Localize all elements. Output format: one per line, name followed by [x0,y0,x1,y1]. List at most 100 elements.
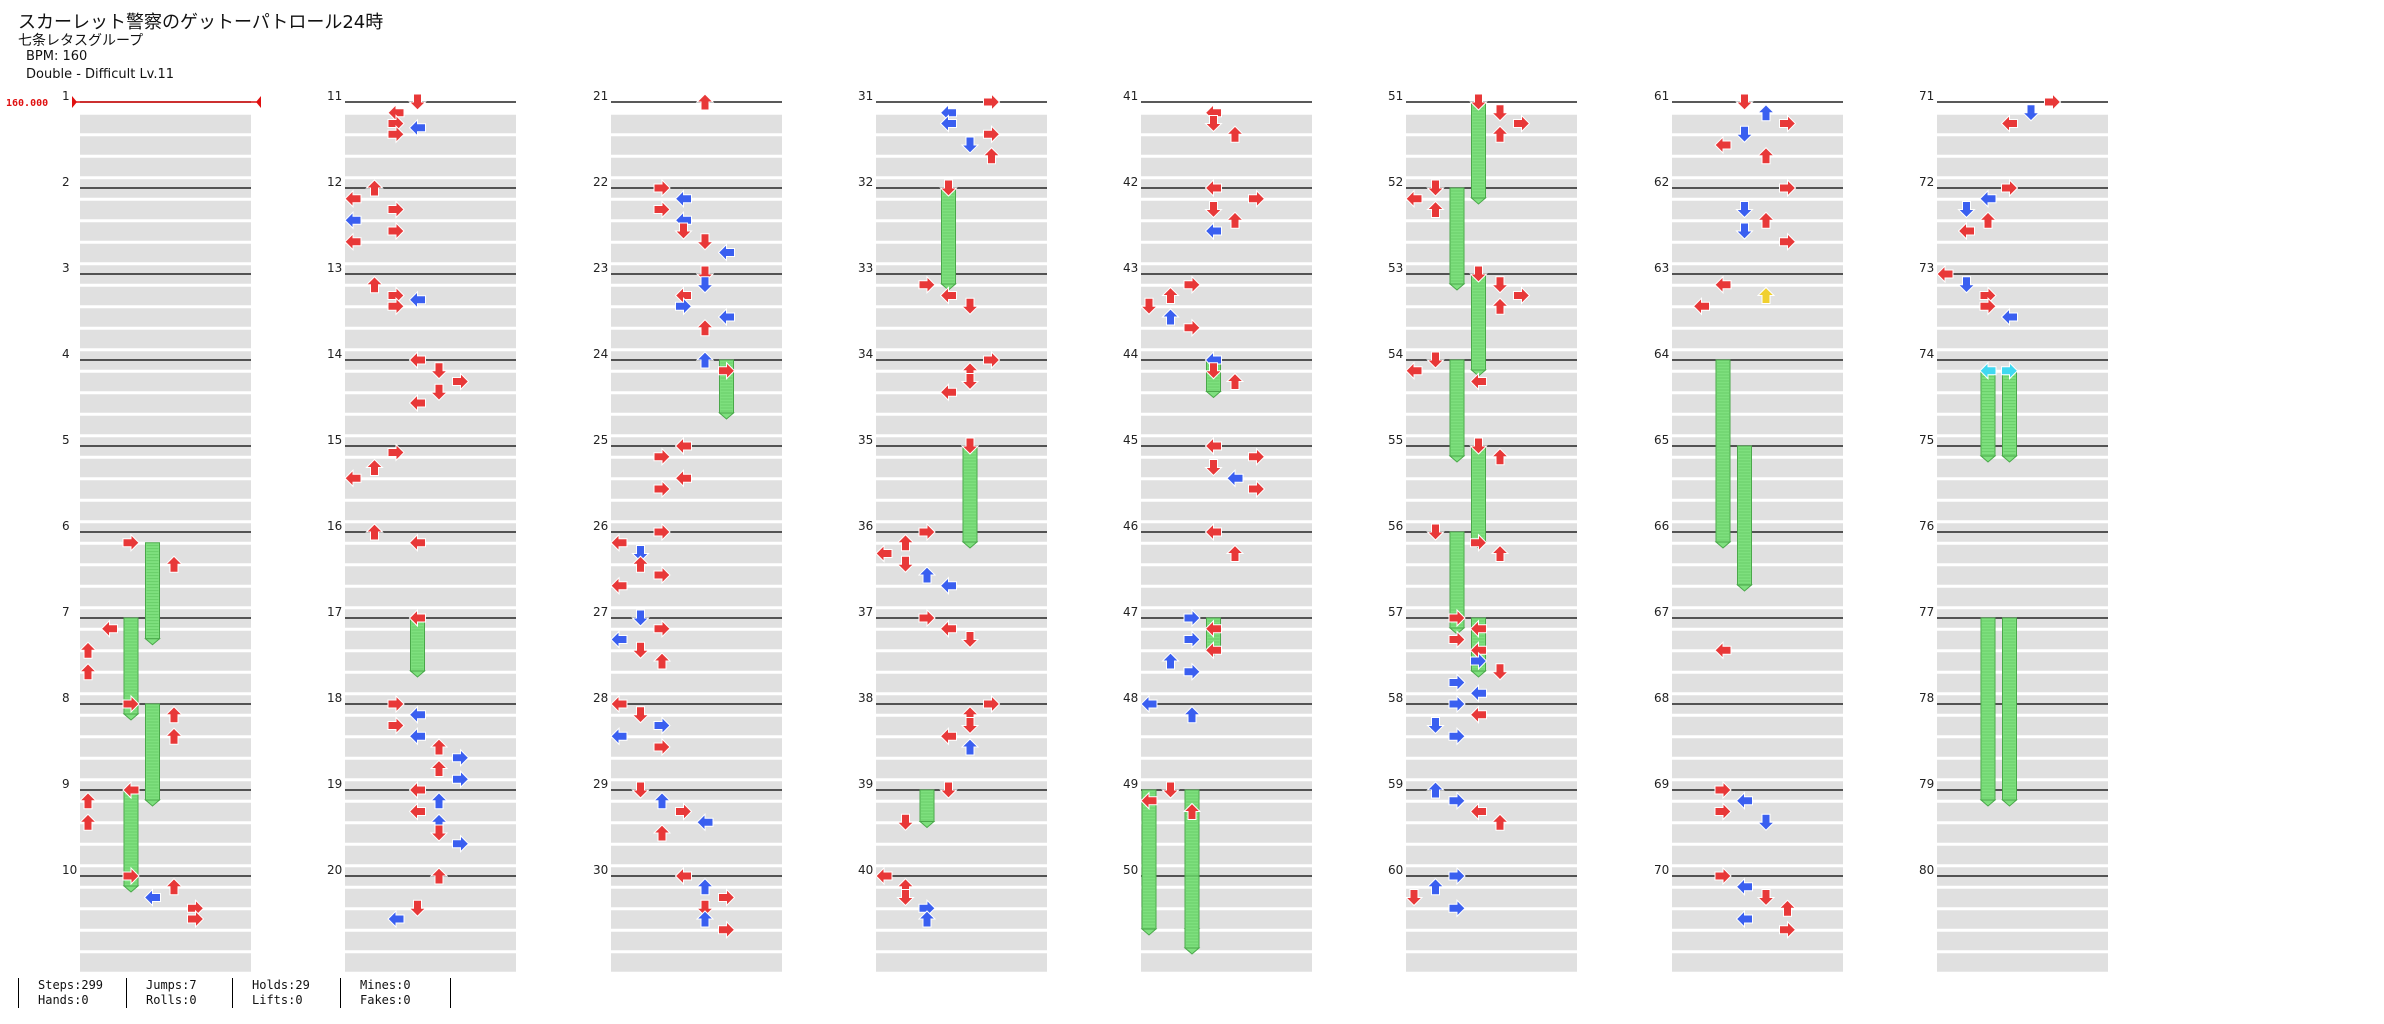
arrow-note [652,652,672,670]
arrow-note [1470,651,1488,671]
measure-number: 2 [62,175,70,189]
arrow-note [387,909,405,929]
arrow-note [122,780,140,800]
measure-number: 71 [1919,89,1934,103]
arrow-note [1714,641,1732,660]
beat-stripe [1672,501,1843,521]
beat-stripe [1141,114,1312,134]
arrow-note [1735,791,1753,810]
arrow-note [695,233,715,251]
beat-stripe [1141,953,1312,972]
beat-stripe [80,480,251,499]
measure-number: 21 [593,89,608,103]
beat-stripe [1937,738,2108,757]
arrow-note [939,781,958,799]
beat-stripe [1141,888,1312,908]
measure-number: 10 [62,863,77,877]
arrow-note [653,522,671,542]
beat-stripe [345,372,516,392]
arrow-note [1490,276,1510,294]
stats-jumps-rolls: Jumps:7 Rolls:0 [146,978,197,1008]
arrow-note [1248,479,1266,499]
arrow-note [164,727,184,745]
arrow-note [653,716,671,735]
arrow-note [939,619,957,638]
beat-stripe [80,587,251,607]
hold-note [1140,789,1158,936]
beat-stripe [1937,630,2108,650]
arrow-note [1183,608,1201,628]
beat-stripe [1141,673,1312,693]
arrow-note [1225,372,1245,390]
bpm-marker-start [72,96,77,108]
arrow-note [674,469,692,488]
measure-number: 72 [1919,175,1934,189]
arrow-note [983,125,1001,144]
measure-number: 13 [327,261,342,275]
arrow-note [1957,276,1976,294]
beat-stripe [80,200,251,220]
measure-number: 20 [327,863,342,877]
arrow-note [365,523,384,541]
beat-stripe [345,845,516,865]
bpm-value: 160.000 [6,98,48,109]
arrow-note [718,361,736,380]
beat-stripe [1406,372,1577,392]
arrow-note [1140,791,1158,810]
beat-stripe [1406,845,1577,865]
beat-stripe [876,802,1047,822]
beat-stripe [1141,136,1312,155]
beat-stripe [611,587,782,607]
beat-stripe [1937,480,2108,499]
arrow-note [695,319,715,337]
beat-stripe [1672,652,1843,671]
beat-stripe [876,394,1047,413]
measure-number: 27 [593,605,608,619]
measure-number: 32 [858,175,873,189]
beat-stripe [876,845,1047,865]
stats-divider [126,978,127,1008]
arrow-note [918,522,936,542]
arrow-note [387,221,405,241]
measure-number: 1 [62,89,70,103]
arrow-note [960,136,980,154]
beat-stripe [1406,394,1577,413]
hold-note [961,445,979,549]
fakes-count: Fakes:0 [360,993,411,1007]
arrow-note [122,866,140,886]
beat-stripe [1141,738,1312,757]
beat-stripe [1141,415,1312,435]
bpm-label: BPM: 160 [26,49,88,64]
measure-number: 75 [1919,433,1934,447]
beat-stripe [1406,157,1577,177]
arrow-note [1714,780,1732,800]
beat-stripe [80,157,251,177]
arrow-note [1957,201,1976,219]
arrow-note [408,705,426,724]
measure-number: 50 [1123,863,1138,877]
beat-stripe [1937,415,2108,435]
difficulty-label: Double - Difficult Lv.11 [26,67,175,82]
song-title: スカーレット警察のゲットーパトロール24時 [18,12,384,33]
beat-stripe [1937,243,2108,263]
arrow-note [1470,533,1488,552]
arrow-note [653,565,671,585]
arrow-note [1490,663,1510,681]
arrow-note [78,663,98,681]
measure-number: 15 [327,433,342,447]
arrow-note [429,867,449,885]
arrow-note [1490,297,1510,315]
beat-stripe [611,157,782,177]
beat-stripe [611,329,782,349]
beat-stripe [1672,114,1843,134]
beat-stripe [80,673,251,693]
measure-number: 35 [858,433,873,447]
mines-count: Mines:0 [360,978,411,992]
arrow-note [674,436,692,456]
arrow-note [674,189,692,208]
measure-number: 52 [1388,175,1403,189]
arrow-note [408,780,426,800]
beat-stripe [345,415,516,435]
arrow-note [610,727,628,746]
arrow-note [917,910,937,928]
